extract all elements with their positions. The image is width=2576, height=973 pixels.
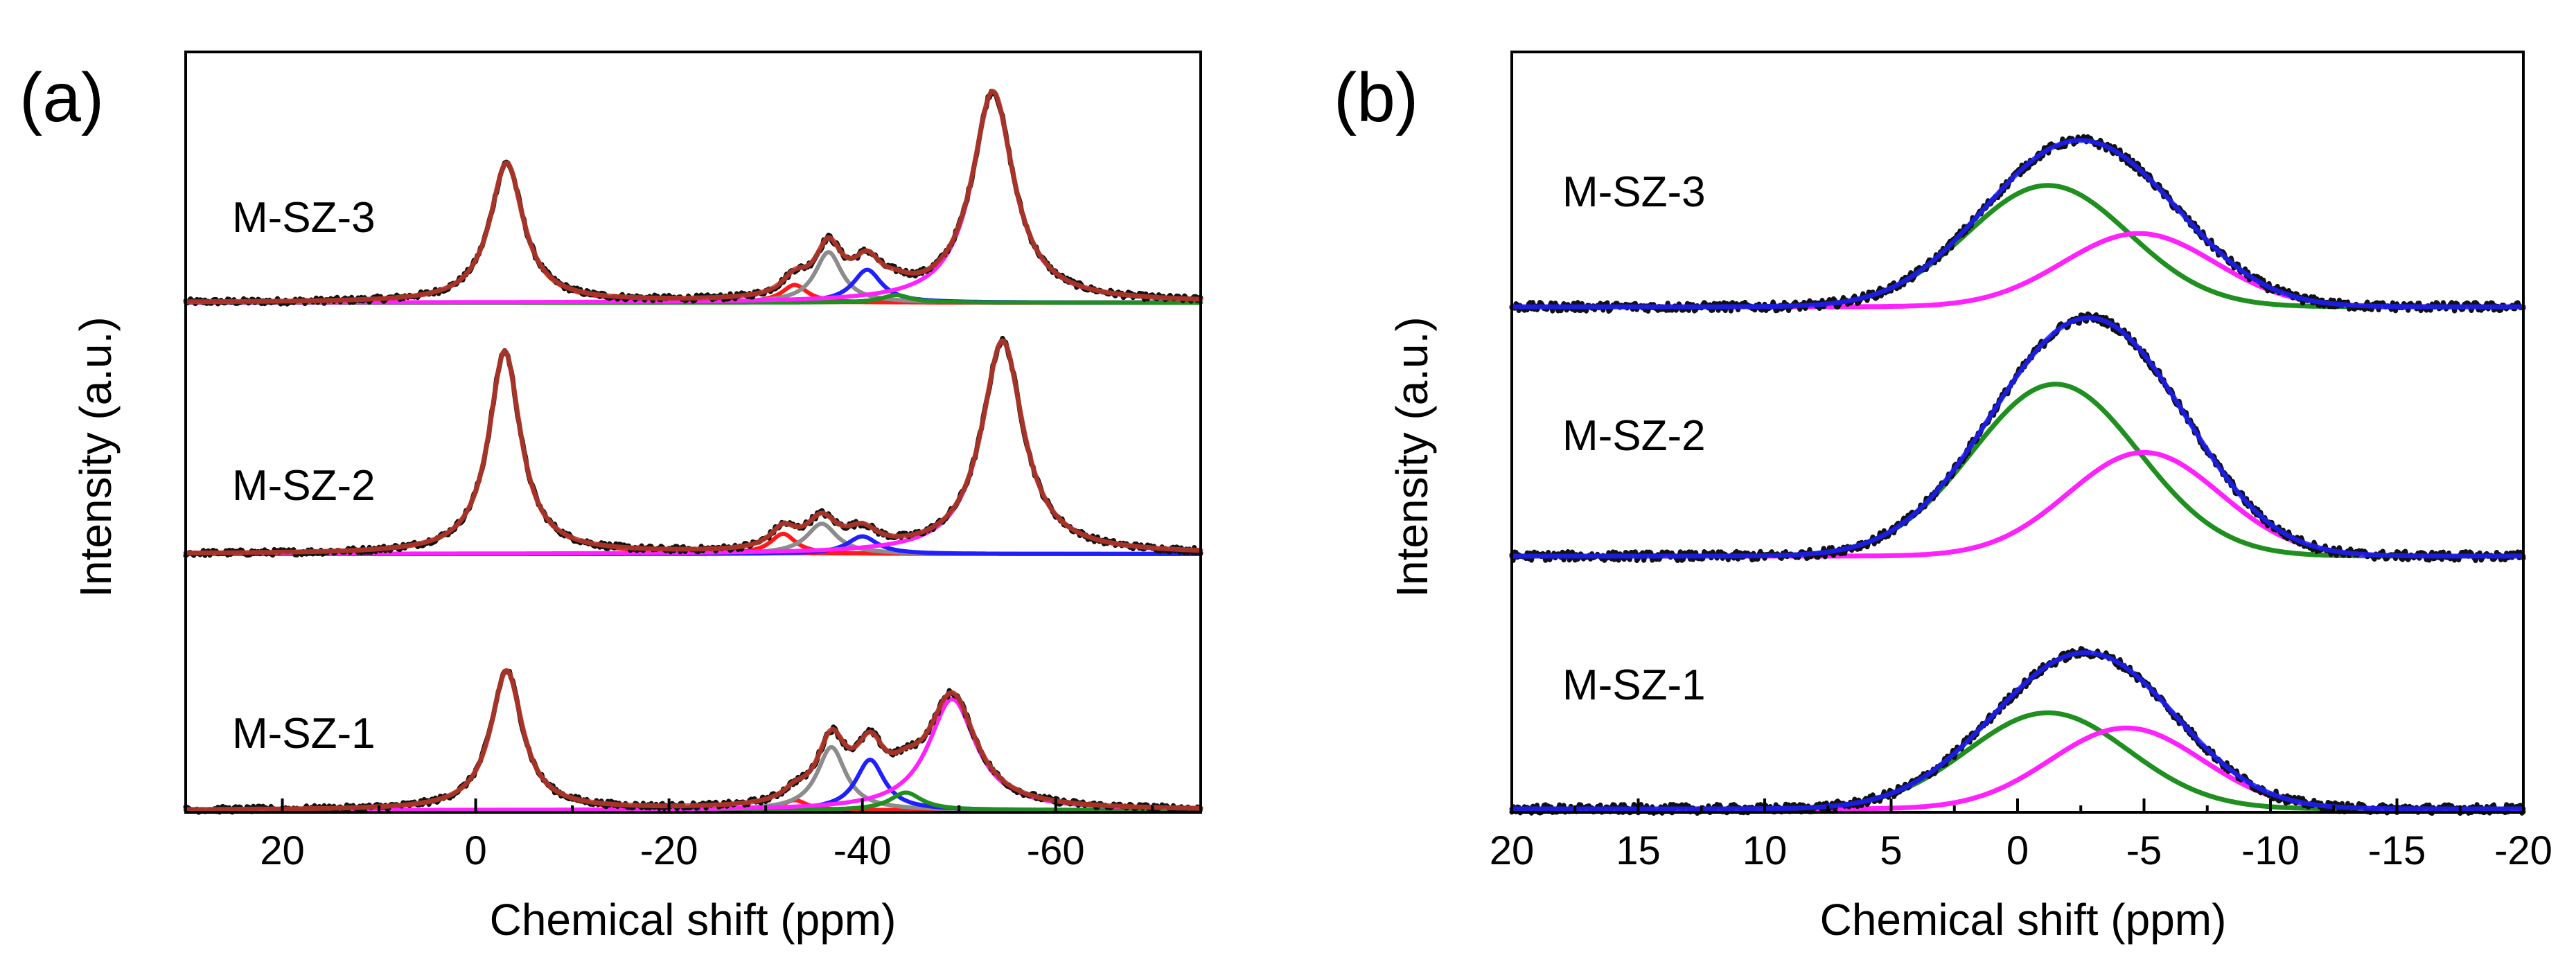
panel-b-xtick-label: 15 <box>1616 828 1661 873</box>
panel-a-curves <box>183 89 1203 815</box>
panel-b-ticks: 20 15 10 5 0 -5 -10 -15 -20 <box>1490 798 2552 873</box>
trace-m-sz-2-fit <box>1509 315 2526 559</box>
trace-m-sz-2-peak-5.0ppm <box>1509 449 2526 559</box>
trace-m-sz-1-peak-4.3ppm <box>1509 725 2526 812</box>
panel-b: (b) Intensity (a.u.) Chemical shift (ppm… <box>1334 51 2552 945</box>
panel-a: (a) Intensity (a.u.) Chemical shift (ppm… <box>19 51 1203 945</box>
panel-b-ylabel: Intensity (a.u.) <box>1387 316 1437 598</box>
panel-b-xtick-label: 10 <box>1743 828 1788 873</box>
trace-m-sz-2-peak-54ppm <box>184 339 1203 556</box>
trace-m-sz-3-peak-4.8ppm <box>1509 231 2526 310</box>
panel-b-xlabel: Chemical shift (ppm) <box>1820 895 2227 945</box>
panel-b-xtick-label: -20 <box>2494 828 2552 873</box>
trace-label: M-SZ-1 <box>1562 661 1706 709</box>
panel-a-xtick-label: -40 <box>833 828 892 873</box>
trace-m-sz-1-peak-1.2ppm <box>1509 710 2526 812</box>
trace-m-sz-2-experimental <box>183 335 1203 558</box>
trace-m-sz-1-fit <box>1509 650 2526 812</box>
panel-b-xtick-label: -15 <box>2368 828 2426 873</box>
trace-label: M-SZ-2 <box>232 462 376 510</box>
panel-a-trace-labels: M-SZ-3 M-SZ-2 M-SZ-1 <box>232 194 376 758</box>
panel-b-xtick-label: 0 <box>2006 828 2029 873</box>
trace-label: M-SZ-1 <box>232 710 376 758</box>
panel-a-xtick-label: -60 <box>1027 828 1085 873</box>
panel-a-frame <box>184 51 1202 814</box>
panel-b-xtick-label: 20 <box>1490 828 1535 873</box>
panel-b-xtick-label: -5 <box>2126 828 2162 873</box>
panel-b-xtick-label: -10 <box>2241 828 2300 873</box>
panel-a-label: (a) <box>19 59 104 136</box>
trace-m-sz-3-fit <box>1509 138 2526 310</box>
panel-a-xtick-label: 0 <box>464 828 486 873</box>
panel-a-xtick-label: 20 <box>260 828 305 873</box>
panel-b-frame <box>1510 51 2525 814</box>
trace-m-sz-3-fit <box>183 89 1203 305</box>
trace-label: M-SZ-3 <box>232 194 376 242</box>
trace-label: M-SZ-2 <box>1562 412 1706 460</box>
panel-a-ticks: 20 0 -20 -40 -60 <box>184 798 1154 873</box>
panel-b-curves <box>1509 134 2526 816</box>
panel-b-label: (b) <box>1334 59 1418 136</box>
trace-m-sz-2-fit <box>183 338 1203 556</box>
trace-label: M-SZ-3 <box>1562 168 1706 216</box>
panel-a-ylabel: Intensity (a.u.) <box>71 316 121 598</box>
panel-a-xlabel: Chemical shift (ppm) <box>490 895 897 945</box>
panel-b-xtick-label: 5 <box>1880 828 1902 873</box>
trace-m-sz-1-fit <box>183 668 1203 812</box>
panel-a-xtick-label: -20 <box>640 828 698 873</box>
panel-b-trace-labels: M-SZ-3 M-SZ-2 M-SZ-1 <box>1562 168 1706 709</box>
trace-m-sz-2-peak-3ppm <box>184 350 1203 556</box>
